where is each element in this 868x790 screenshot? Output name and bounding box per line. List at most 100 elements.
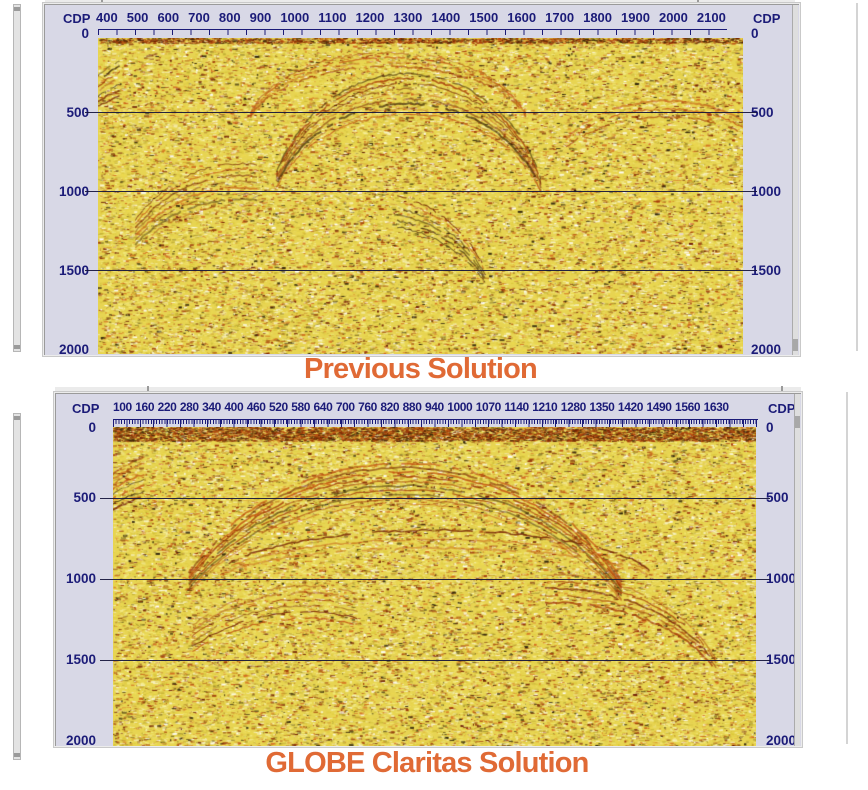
time-gridline-500	[100, 498, 770, 499]
time-gridline-1000	[85, 191, 757, 192]
scrollbar-thumb[interactable]	[793, 339, 798, 351]
seismic-panel: CDP CDP 100 160 220 280 340 400 460 520 580 640 70…	[55, 393, 801, 746]
cdp-tick-label: 460	[246, 400, 266, 414]
cdp-tick-label: 1420	[617, 400, 644, 414]
cdp-tick-label: 340	[202, 400, 221, 414]
window-right-edge	[856, 3, 858, 351]
cdp-tick-label: 1280	[560, 400, 587, 414]
scrollbar-nub	[14, 7, 20, 11]
cdp-tick-label: 1490	[646, 400, 672, 414]
cdp-tick-label: 1500	[469, 10, 499, 25]
cdp-tick-label: 2000	[658, 10, 688, 25]
time-axis-right: 0 500 1000 1500 2000	[764, 394, 801, 746]
cdp-tick-label: 500	[126, 10, 149, 25]
time-tick-label: 2000	[751, 342, 782, 355]
cdp-tick-label: 400	[96, 10, 118, 25]
panel-scrollbar[interactable]	[794, 394, 800, 746]
time-tick-label: 2000	[58, 342, 89, 355]
ruler-tick	[147, 386, 149, 392]
cdp-axis-label-right: CDP	[768, 401, 796, 416]
cdp-tick-label: 100	[113, 400, 132, 414]
cdp-tick-label: 1210	[532, 400, 558, 414]
time-tick-label: 500	[751, 105, 774, 120]
time-tick-label: 1000	[766, 571, 797, 586]
cdp-tick-label: 1800	[583, 10, 613, 25]
cdp-axis-label-right: CDP	[753, 11, 781, 26]
time-tick-label: 1500	[58, 263, 89, 278]
cdp-tick-label: 2100	[696, 10, 726, 25]
cdp-tick-label: 1560	[675, 400, 701, 414]
seismic-window-previous: CDP CDP 400 500 600 700 800 900 1000 1100 1200 13…	[42, 2, 801, 357]
cdp-tick-label: 940	[424, 400, 444, 414]
scrollbar-nub	[14, 753, 20, 757]
cdp-tick-label: 900	[249, 10, 272, 25]
cdp-tick-label: 800	[218, 10, 241, 25]
ruler-tick	[781, 386, 783, 392]
scrollbar-nub	[14, 416, 20, 420]
cdp-tick-label: 580	[291, 400, 311, 414]
vertical-scrollbar[interactable]	[13, 413, 21, 760]
time-tick-label: 500	[73, 490, 96, 505]
cdp-tick-label: 640	[313, 400, 333, 414]
time-tick-label: 2000	[766, 733, 797, 746]
cdp-tick-label: 1630	[703, 400, 730, 414]
cdp-tick-label: 520	[268, 400, 288, 414]
time-tick-label: 0	[766, 420, 774, 435]
time-gridline-1500	[100, 660, 770, 661]
cdp-tick-label: 820	[380, 400, 400, 414]
time-tick-label: 1500	[65, 652, 96, 667]
time-tick-label: 0	[81, 26, 89, 41]
cdp-tick-marks	[113, 420, 758, 427]
cdp-tick-label: 160	[135, 400, 155, 414]
time-tick-label: 1000	[58, 184, 89, 199]
cdp-axis-label-left: CDP	[72, 401, 100, 416]
time-tick-label: 1500	[751, 263, 782, 278]
caption-globe-claritas-solution: GLOBE Claritas Solution	[265, 747, 589, 779]
time-tick-label: 2000	[65, 733, 96, 746]
cdp-tick-label: 880	[402, 400, 422, 414]
cdp-tick-label: 1140	[504, 400, 529, 414]
cdp-tick-label: 1600	[507, 10, 537, 25]
time-tick-label: 1500	[766, 652, 797, 667]
time-gridline-500	[85, 112, 757, 113]
seismic-image-previous	[98, 38, 743, 354]
caption-previous-solution: Previous Solution	[304, 353, 538, 385]
cdp-tick-label: 1900	[621, 10, 650, 25]
cdp-axis-line	[98, 29, 727, 30]
scrollbar-thumb[interactable]	[795, 416, 800, 428]
time-axis-left: 0 500 1000 1500 2000	[58, 394, 100, 746]
time-tick-label: 0	[88, 420, 96, 435]
time-tick-label: 1000	[751, 184, 782, 199]
time-axis-left: 0 500 1000 1500 2000	[47, 5, 93, 355]
cdp-tick-label: 1350	[589, 400, 615, 414]
cdp-tick-label: 400	[224, 400, 244, 414]
vertical-scrollbar[interactable]	[13, 4, 21, 352]
seismic-image-claritas	[113, 427, 756, 746]
cdp-tick-labels: 100 160 220 280 340 400 460 520 580 640 700 760 820 8…	[113, 400, 729, 415]
seismic-window-claritas: CDP CDP 100 160 220 280 340 400 460 520 580 640 70…	[53, 391, 803, 748]
cdp-tick-label: 1000	[280, 10, 310, 25]
scrollbar-nub	[14, 345, 20, 349]
cdp-axis-label-left: CDP	[63, 11, 91, 26]
cdp-tick-marks	[98, 30, 727, 35]
cdp-tick-label: 220	[157, 400, 177, 414]
cdp-tick-label: 1700	[545, 10, 575, 25]
cdp-tick-label: 600	[157, 10, 180, 25]
cdp-axis-line	[113, 419, 758, 420]
time-tick-label: 500	[766, 490, 789, 505]
panel-scrollbar[interactable]	[792, 5, 798, 355]
cdp-tick-label: 1400	[431, 10, 461, 25]
time-gridline-1500	[85, 270, 757, 271]
time-gridline-1000	[100, 579, 770, 580]
cdp-tick-label: 700	[335, 400, 355, 414]
cdp-tick-label: 280	[179, 400, 199, 414]
time-tick-label: 500	[66, 105, 89, 120]
cdp-tick-label: 1200	[355, 10, 385, 25]
cdp-tick-labels: 400 500 600 700 800 900 1000 1100 1200 1300 1400 15…	[96, 10, 726, 26]
cdp-tick-label: 1070	[475, 400, 502, 414]
cdp-tick-label: 1100	[318, 10, 347, 25]
window-right-edge	[846, 392, 848, 744]
cdp-tick-label: 700	[188, 10, 210, 25]
cdp-tick-label: 1300	[393, 10, 423, 25]
